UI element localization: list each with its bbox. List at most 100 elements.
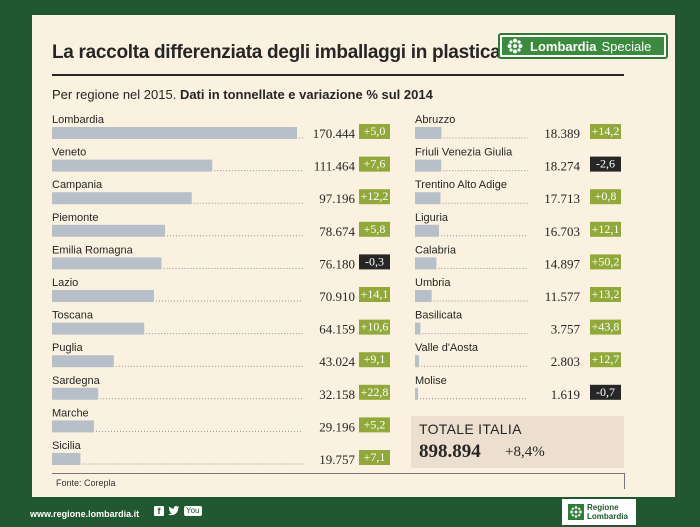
left-region-label: Sicilia xyxy=(52,440,82,452)
regione-lombardia-logo: Regione Lombardia xyxy=(562,499,636,525)
title-divider xyxy=(52,74,624,76)
right-change-box xyxy=(590,221,621,237)
right-change-label: +13,2 xyxy=(592,287,620,301)
right-change-box xyxy=(590,254,621,270)
right-bar xyxy=(415,387,418,400)
left-value-label: 32.158 xyxy=(319,387,355,402)
total-value: 898.894 xyxy=(419,441,481,462)
right-change-label: +12,7 xyxy=(592,352,620,366)
left-region-label: Lombardia xyxy=(52,114,105,126)
left-change-label: +7,1 xyxy=(364,450,386,464)
badge-body: Lombardia Speciale xyxy=(502,37,664,55)
right-value-label: 1.619 xyxy=(551,387,580,402)
right-value-label: 2.803 xyxy=(551,354,580,369)
right-change-box xyxy=(590,287,621,302)
left-change-label: +10,6 xyxy=(361,320,389,334)
left-change-box xyxy=(359,352,390,368)
social-links: f You xyxy=(154,506,202,516)
left-region-label: Toscana xyxy=(52,310,94,322)
left-change-label: +5,8 xyxy=(364,222,386,236)
badge-brand: Lombardia xyxy=(530,38,597,54)
left-bar xyxy=(52,355,114,368)
left-bar xyxy=(52,224,166,237)
left-change-label: +7,6 xyxy=(364,157,386,171)
right-region-label: Molise xyxy=(415,375,447,387)
regione-logo-icon xyxy=(568,504,584,520)
source-note: Fonte: Corepla xyxy=(56,478,116,488)
right-value-label: 18.274 xyxy=(544,159,580,174)
right-region-label: Liguria xyxy=(415,212,449,224)
left-region-label: Lazio xyxy=(52,277,78,289)
rosa-camuna-icon xyxy=(507,38,523,54)
left-change-label: +5,2 xyxy=(364,417,386,431)
right-change-box xyxy=(590,352,621,368)
left-value-label: 43.024 xyxy=(319,354,355,369)
right-value-label: 16.703 xyxy=(544,224,580,239)
logo-line-2: Lombardia xyxy=(587,512,628,521)
right-bar xyxy=(415,290,432,302)
right-change-label: +14,2 xyxy=(592,124,620,138)
badge-label: Speciale xyxy=(601,38,652,54)
right-change-label: +50,2 xyxy=(592,254,620,268)
right-bar xyxy=(415,127,442,139)
left-value-label: 70.910 xyxy=(319,289,355,304)
right-change-label: +12,1 xyxy=(592,222,620,236)
left-bar xyxy=(52,420,94,433)
right-bar xyxy=(415,355,420,368)
website-link[interactable]: www.regione.lombardia.it xyxy=(30,509,140,519)
right-value-label: 17.713 xyxy=(544,191,580,206)
right-region-label: Calabria xyxy=(415,244,457,256)
left-region-label: Sardegna xyxy=(52,375,101,387)
logo-line-1: Regione xyxy=(587,503,619,512)
left-change-box xyxy=(359,221,390,237)
left-bar xyxy=(52,127,297,139)
left-bar xyxy=(52,257,162,270)
right-change-box xyxy=(590,319,621,335)
left-region-label: Emilia Romagna xyxy=(52,244,134,256)
left-change-box xyxy=(359,450,390,465)
right-region-label: Abruzzo xyxy=(415,114,455,126)
left-region-label: Marche xyxy=(52,407,89,419)
left-value-label: 19.757 xyxy=(319,452,355,467)
left-change-box xyxy=(359,287,390,302)
left-bar xyxy=(52,453,81,465)
facebook-icon[interactable]: f xyxy=(154,506,164,516)
right-change-box xyxy=(590,156,621,172)
left-bar xyxy=(52,387,99,400)
right-change-label: +0,8 xyxy=(595,189,617,203)
left-bar xyxy=(52,159,213,172)
left-value-label: 29.196 xyxy=(319,419,355,434)
right-change-box xyxy=(590,384,621,400)
right-region-label: Trentino Alto Adige xyxy=(415,179,507,191)
twitter-icon[interactable] xyxy=(168,506,180,516)
left-change-label: +9,1 xyxy=(364,352,386,366)
left-change-label: +14,1 xyxy=(361,287,389,301)
left-bar xyxy=(52,322,145,335)
logo-wordmark: Regione Lombardia xyxy=(587,503,628,521)
right-bar xyxy=(415,257,437,270)
source-divider-end xyxy=(624,473,625,489)
right-bar xyxy=(415,224,440,237)
right-value-label: 18.389 xyxy=(544,126,580,141)
right-value-label: 11.577 xyxy=(545,289,581,304)
left-region-label: Piemonte xyxy=(52,212,98,224)
total-change: +8,4% xyxy=(505,444,545,460)
right-region-label: Valle d'Aosta xyxy=(415,342,479,354)
left-bar xyxy=(52,290,154,302)
subtitle-bold: Dati in tonnellate e variazione % sul 20… xyxy=(179,87,433,102)
right-change-box xyxy=(590,124,621,139)
left-change-box xyxy=(359,189,390,205)
left-change-label: +12,2 xyxy=(361,189,389,203)
youtube-icon[interactable]: You xyxy=(184,506,202,516)
chart-subtitle: Per regione nel 2015. Dati in tonnellate… xyxy=(52,87,433,102)
subtitle-plain: Per regione nel 2015. xyxy=(52,87,177,102)
left-change-label: +5,0 xyxy=(364,124,386,138)
right-value-label: 3.757 xyxy=(551,322,581,337)
right-value-label: 14.897 xyxy=(544,256,580,271)
left-region-label: Veneto xyxy=(52,147,86,159)
right-change-label: -0,7 xyxy=(596,385,615,399)
right-region-label: Friuli Venezia Giulia xyxy=(415,147,513,159)
right-bar xyxy=(415,192,441,205)
left-change-box xyxy=(359,384,390,400)
left-change-box xyxy=(359,254,390,270)
